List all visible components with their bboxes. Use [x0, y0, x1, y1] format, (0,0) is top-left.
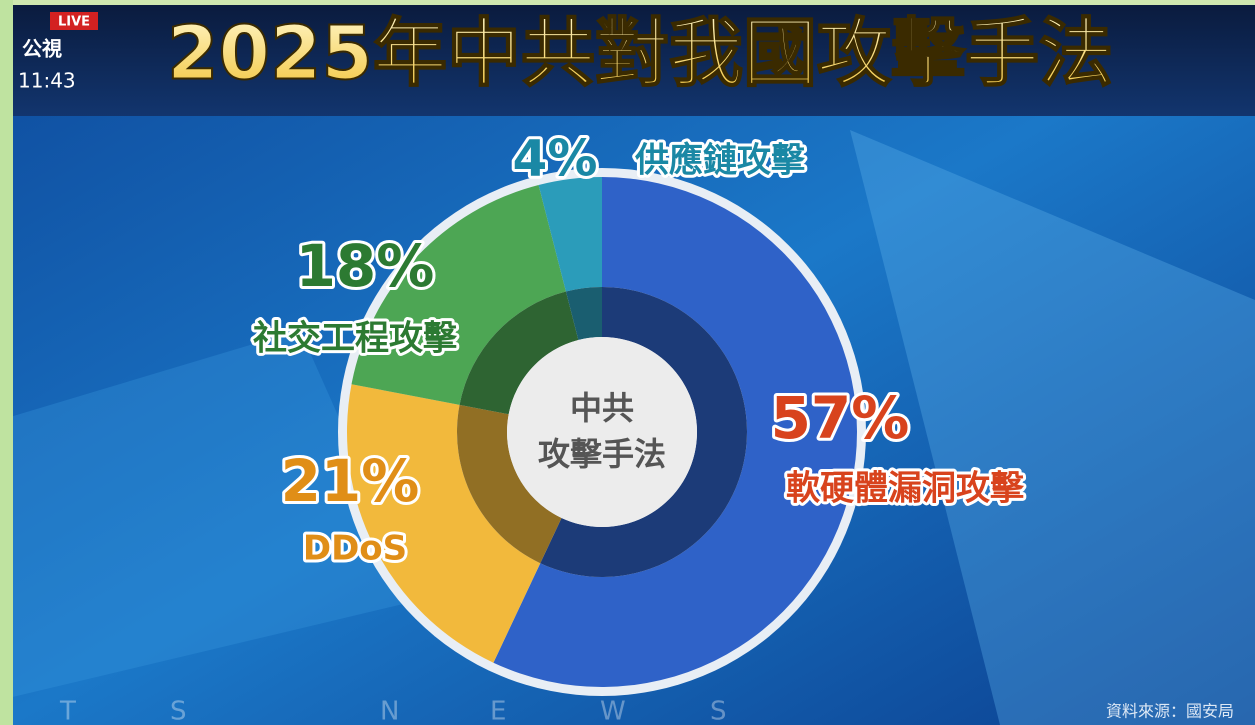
watermark: S	[170, 697, 187, 725]
channel-logo: 公視	[22, 37, 62, 61]
chart-title: 2025年中共對我國攻擊手法	[167, 11, 1113, 97]
value-label: 18%	[296, 232, 435, 300]
live-badge	[50, 12, 98, 30]
center-label: 攻擊手法	[538, 435, 666, 473]
live-text: LIVE	[58, 15, 90, 30]
bg-shape	[850, 130, 1255, 725]
slice-inner	[540, 287, 747, 577]
slice	[538, 177, 602, 292]
category-label: 社交工程攻擊	[253, 319, 458, 359]
slice-inner	[565, 287, 602, 340]
value-label: 57%	[771, 384, 910, 452]
center-label: 中共	[570, 389, 634, 427]
title-bar	[0, 0, 1255, 116]
category-label: 軟硬體漏洞攻擊	[786, 469, 1025, 509]
bg-shape	[0, 330, 420, 700]
watermark: S	[710, 697, 727, 725]
slice-inner	[457, 404, 562, 564]
watermark: N	[380, 697, 399, 725]
category-label: 供應鏈攻擊	[634, 141, 806, 181]
clock: 11:43	[18, 69, 76, 93]
source: 資料來源：國安局	[1106, 702, 1234, 721]
slice	[347, 384, 541, 663]
watermark: W	[600, 697, 626, 725]
value-label: 4%	[513, 130, 598, 188]
slice	[493, 177, 857, 687]
value-label: 21%	[281, 447, 420, 515]
slice-inner	[459, 291, 579, 415]
slice	[351, 185, 566, 405]
category-label: DDoS	[303, 529, 407, 569]
top-edge	[0, 0, 1255, 5]
left-strip	[0, 0, 13, 725]
watermark: T	[59, 697, 76, 725]
watermark: E	[490, 697, 506, 725]
donut-center	[507, 337, 697, 527]
